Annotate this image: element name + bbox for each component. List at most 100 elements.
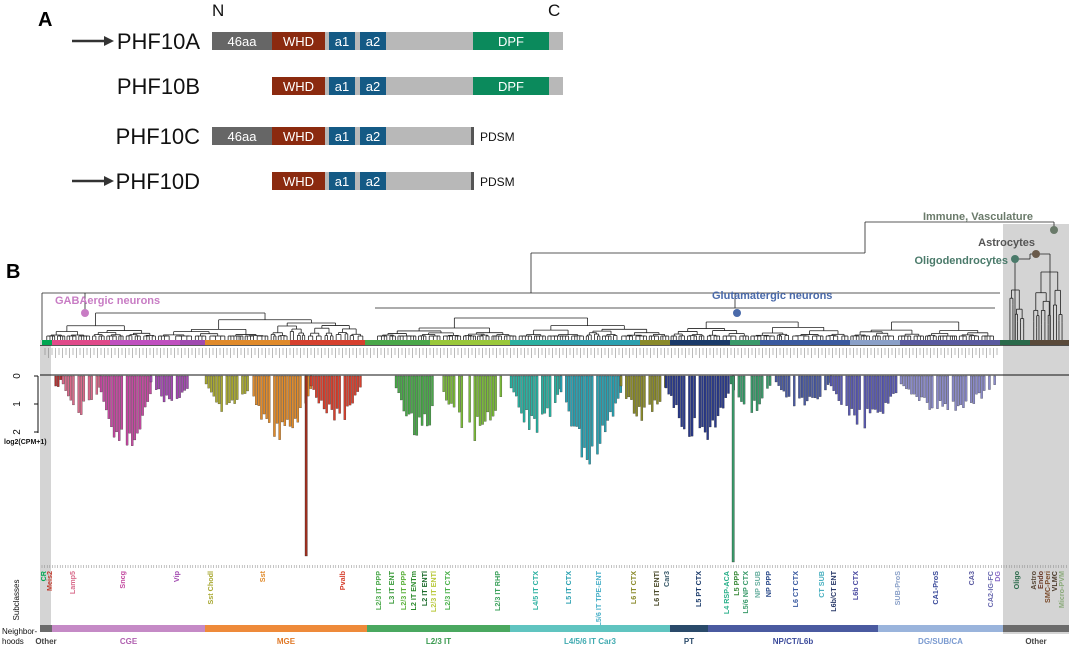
domain-label: a2	[366, 34, 380, 49]
expression-bar	[575, 375, 578, 427]
expression-bar	[548, 375, 552, 417]
expression-bar	[884, 375, 887, 403]
expression-bar	[520, 375, 523, 414]
expression-bar	[257, 375, 261, 406]
expression-bar	[643, 375, 646, 408]
expression-bar	[273, 375, 276, 437]
expression-bar	[588, 375, 591, 465]
expression-bar	[265, 375, 268, 419]
expression-bar	[155, 375, 158, 390]
isoform-name: PHF10A	[117, 29, 200, 54]
isoform-name: PHF10B	[117, 74, 200, 99]
expression-bar	[656, 375, 659, 405]
expression-bar	[512, 375, 515, 393]
expression-bar	[356, 375, 360, 392]
expression-bar	[988, 375, 991, 390]
expression-bar	[619, 375, 623, 387]
expression-bar	[578, 375, 581, 429]
expression-bar	[907, 375, 911, 390]
expression-bar	[484, 375, 487, 422]
expression-bar	[915, 375, 918, 397]
expression-bar	[405, 375, 408, 417]
expression-bar	[899, 375, 903, 385]
expression-bar	[598, 375, 602, 444]
expression-bar	[346, 375, 349, 407]
expression-bar	[215, 375, 218, 403]
subclass-label: Micro-PVM	[1057, 571, 1066, 608]
expression-bar	[724, 375, 728, 398]
subclass-label: Meis2	[45, 571, 54, 591]
expression-bar	[281, 375, 284, 423]
leaf-color-segment	[52, 340, 110, 345]
leaf-color-segment	[180, 340, 205, 345]
expression-bar	[278, 375, 281, 440]
clade-label-oligodendrocytes: Oligodendrocytes	[914, 255, 1008, 267]
expression-bar	[210, 375, 213, 393]
expression-bar	[970, 375, 973, 403]
expression-bar	[522, 375, 526, 423]
expression-bar	[59, 375, 63, 380]
expression-bar	[442, 375, 445, 392]
expression-bar	[793, 375, 796, 407]
leaf-color-segment	[1000, 340, 1030, 345]
neighborhood-band	[670, 625, 708, 632]
neighborhood-band	[40, 625, 52, 632]
expression-bar	[837, 375, 841, 401]
expression-bar	[535, 375, 539, 433]
expression-bar	[400, 375, 403, 401]
subclass-label: Sst Chodl	[206, 571, 215, 605]
expression-bar	[606, 375, 610, 421]
expression-bar	[509, 375, 513, 389]
pdsm-end-bar	[471, 172, 474, 190]
expression-bar	[688, 375, 691, 437]
expression-bar	[664, 375, 668, 389]
expression-bar	[82, 375, 86, 402]
expression-bar	[481, 375, 484, 425]
expression-bar	[294, 375, 297, 419]
expression-bar	[931, 375, 934, 409]
expression-bar	[683, 375, 686, 430]
subclass-label: L6 CT CTX	[791, 571, 800, 608]
expression-bar	[777, 375, 780, 386]
subclass-label: VLMC	[1050, 571, 1059, 591]
subclass-label: NP SUB	[753, 571, 762, 598]
expression-bar	[716, 375, 720, 417]
domain-whd	[272, 77, 325, 95]
domain-label: 46aa	[228, 34, 258, 49]
expression-bar	[766, 375, 769, 389]
expression-bar	[596, 375, 599, 455]
domain-label: DPF	[498, 34, 524, 49]
expression-bar	[977, 375, 981, 394]
expression-bar	[207, 375, 210, 389]
expression-bar	[90, 375, 93, 400]
domain-dpf	[473, 77, 549, 95]
expression-bar	[768, 375, 772, 386]
expression-bar	[832, 375, 835, 391]
expression-bar	[774, 375, 778, 383]
expression-bar	[168, 375, 171, 400]
leaf-color-segment	[730, 340, 760, 345]
row-header-subclasses: Subclasses	[12, 580, 21, 621]
expression-bar	[170, 375, 174, 401]
neighborhood-band	[367, 625, 510, 632]
expression-bar	[798, 375, 801, 399]
isoform-row-phf10d: PHF10D WHD a1 a2 PDSM	[72, 169, 515, 194]
domain-a2	[360, 77, 386, 95]
expression-bar	[489, 375, 492, 421]
expression-bar	[737, 375, 741, 398]
expression-bar	[217, 375, 221, 405]
subclass-label: L2/3 IT RHP	[493, 571, 502, 611]
expression-bar	[486, 375, 490, 413]
domain-a2	[360, 172, 386, 190]
expression-bar	[77, 375, 80, 413]
expression-bar	[609, 375, 612, 413]
expression-bar	[887, 375, 890, 404]
expression-bar	[241, 375, 244, 395]
expression-bar	[572, 375, 576, 427]
clade-label-gabaergic: GABAergic neurons	[55, 295, 160, 307]
expression-bar	[625, 375, 628, 399]
expression-bar	[879, 375, 882, 412]
domain-label: 46aa	[228, 129, 258, 144]
expression-bar	[627, 375, 631, 398]
